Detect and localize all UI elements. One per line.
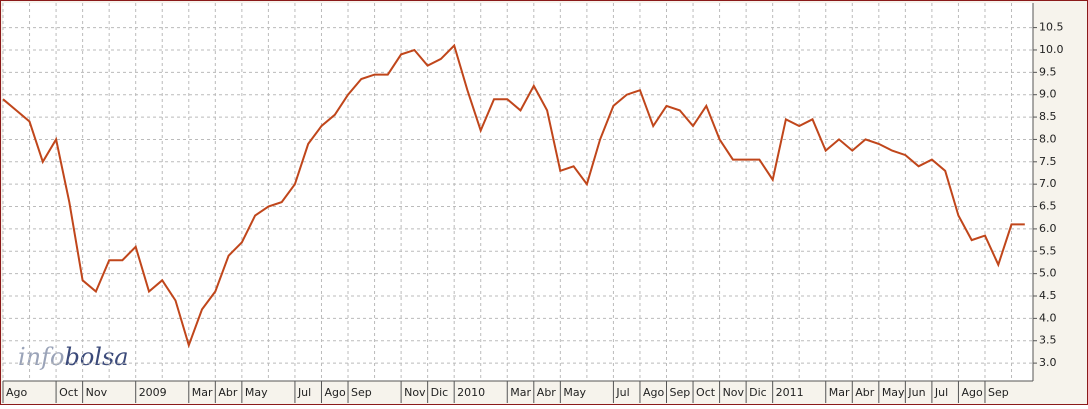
x-tick-label: Mar (829, 386, 850, 399)
y-tick-label: 3.0 (1039, 356, 1057, 369)
x-tick-label: Nov (404, 386, 426, 399)
x-tick-label: Oct (59, 386, 79, 399)
y-tick-label: 10.0 (1039, 43, 1064, 56)
x-tick-label: Ago (643, 386, 665, 399)
y-tick-label: 5.5 (1039, 244, 1057, 257)
y-tick-label: 7.0 (1039, 177, 1057, 190)
x-tick-label: Sep (351, 386, 372, 399)
x-tick-label: Jun (907, 386, 925, 399)
price-line (2, 43, 1025, 349)
x-tick-label: 2009 (139, 386, 167, 399)
x-tick-label: Nov (86, 386, 108, 399)
y-tick-label: 8.0 (1039, 132, 1057, 145)
y-tick-label: 6.5 (1039, 200, 1057, 213)
x-tick-label: Jul (615, 386, 629, 399)
x-tick-label: Abr (537, 386, 557, 399)
x-tick-label: Ago (6, 386, 28, 399)
x-tick-label: Dic (749, 386, 767, 399)
y-tick-label: 5.0 (1039, 267, 1057, 280)
y-tick-label: 7.5 (1039, 155, 1057, 168)
watermark-part: bolsa (64, 343, 128, 371)
x-tick-label: Jul (297, 386, 311, 399)
y-tick-label: 4.5 (1039, 289, 1057, 302)
watermark-part: info (18, 343, 64, 371)
x-tick-label: Abr (218, 386, 238, 399)
x-tick-label: May (882, 386, 905, 399)
y-tick-label: 10.5 (1039, 21, 1064, 34)
x-tick-label: Sep (670, 386, 691, 399)
y-tick-label: 9.0 (1039, 88, 1057, 101)
y-tick-label: 6.0 (1039, 222, 1057, 235)
y-tick-label: 9.5 (1039, 65, 1057, 78)
y-tick-label: 8.5 (1039, 110, 1057, 123)
x-tick-label: Ago (961, 386, 983, 399)
x-tick-label: Ago (324, 386, 346, 399)
x-tick-label: 2010 (457, 386, 485, 399)
y-tick-label: 4.0 (1039, 311, 1057, 324)
x-tick-label: Mar (192, 386, 213, 399)
x-tick-label: Nov (723, 386, 745, 399)
x-tick-label: Oct (696, 386, 716, 399)
x-tick-label: Jul (934, 386, 948, 399)
x-tick-label: Sep (988, 386, 1009, 399)
x-tick-label: May (245, 386, 268, 399)
x-tick-label: Abr (855, 386, 875, 399)
x-tick-label: 2011 (776, 386, 804, 399)
watermark: infobolsa (18, 343, 129, 371)
x-tick-label: Dic (431, 386, 449, 399)
y-tick-label: 3.5 (1039, 334, 1057, 347)
x-tick-label: Mar (510, 386, 531, 399)
x-tick-label: May (563, 386, 586, 399)
